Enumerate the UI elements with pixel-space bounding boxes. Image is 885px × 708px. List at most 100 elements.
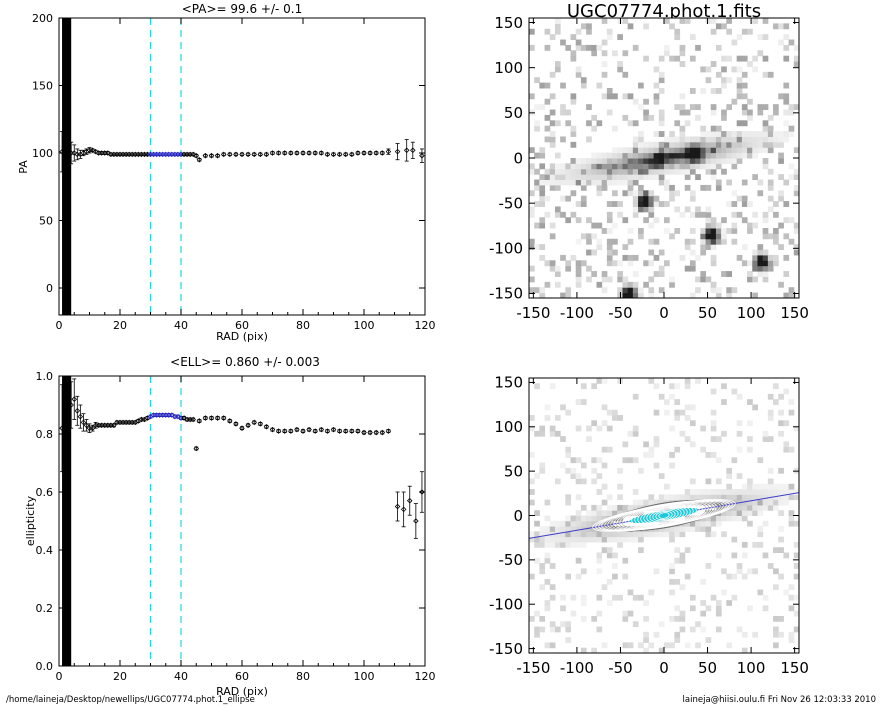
image-pixel [632, 504, 639, 511]
image-pixel [648, 114, 655, 121]
image-pixel [773, 626, 779, 633]
y-tick-label: 0.4 [36, 544, 54, 557]
image-pixel [747, 228, 753, 234]
image-pixel [601, 158, 608, 164]
image-pixel [731, 152, 738, 159]
image-pixel [596, 44, 603, 51]
image-pixel [762, 436, 769, 442]
image-pixel [726, 228, 732, 234]
image-pixel [788, 174, 795, 181]
image-pixel [534, 610, 540, 617]
image-pixel [632, 621, 639, 628]
image-pixel [570, 163, 577, 170]
image-pixel [783, 109, 790, 116]
image-pixel [669, 195, 675, 202]
image-pixel [715, 158, 722, 164]
image-pixel [736, 420, 743, 427]
image-pixel [710, 489, 717, 495]
image-pixel [726, 55, 732, 62]
image-pixel [762, 104, 769, 111]
footer-file-path: /home/laineja/Desktop/newellips/UGC07774… [6, 695, 255, 705]
image-pixel [679, 494, 686, 501]
image-pixel [721, 147, 727, 154]
image-pixel [793, 489, 799, 495]
image-pixel [788, 605, 795, 612]
image-pixel [632, 206, 639, 213]
image-pixel [612, 163, 618, 170]
image-pixel [606, 504, 613, 511]
image-pixel [570, 473, 577, 479]
image-pixel [544, 531, 551, 538]
image-pixel [565, 494, 572, 501]
image-pixel [695, 147, 701, 154]
x-tick-label: 20 [113, 319, 127, 332]
image-pixel [617, 260, 623, 267]
image-pixel [565, 536, 572, 543]
image-pixel [741, 71, 748, 78]
image-pixel [632, 254, 639, 261]
image-pixel [689, 228, 696, 234]
image-pixel [767, 168, 774, 175]
image-pixel [783, 420, 790, 427]
image-pixel [752, 260, 758, 267]
image-pixel [575, 557, 582, 564]
image-pixel [580, 462, 587, 469]
image-pixel [586, 23, 592, 30]
image-pixel [575, 281, 582, 288]
data-point [98, 150, 105, 156]
image-pixel [627, 23, 634, 30]
image-pixel [773, 584, 779, 591]
image-pixel [570, 541, 577, 548]
image-pixel [622, 179, 629, 186]
y-tick-label: 100 [494, 59, 523, 77]
image-pixel [612, 536, 618, 543]
image-pixel [601, 287, 608, 294]
image-pixel [570, 531, 577, 538]
data-point [233, 151, 239, 158]
image-pixel [653, 201, 660, 207]
image-pixel [710, 238, 717, 245]
image-pixel [788, 446, 795, 453]
image-pixel [700, 446, 707, 453]
image-pixel [674, 141, 681, 148]
image-pixel [534, 557, 540, 564]
image-pixel [627, 536, 634, 543]
image-pixel [736, 489, 743, 495]
x-tick-label: 0 [659, 304, 669, 322]
image-pixel [741, 120, 748, 127]
image-pixel [669, 131, 675, 137]
image-pixel [721, 494, 727, 501]
image-pixel [689, 420, 696, 427]
image-pixel [580, 520, 587, 527]
image-pixel [560, 211, 566, 218]
image-pixel [669, 184, 675, 191]
image-pixel [591, 510, 597, 516]
image-pixel [700, 136, 707, 143]
image-pixel [731, 66, 738, 73]
image-pixel [700, 489, 707, 495]
image-pixel [715, 504, 722, 511]
image-pixel [721, 238, 727, 245]
image-pixel [793, 244, 799, 251]
galaxy-image-panel: UGC07774.phot.1.fits -150 -100 -50 0 50 100 15… [489, 1, 809, 322]
image-pixel [596, 531, 603, 538]
image-pixel [747, 61, 753, 67]
image-pixel [689, 163, 696, 170]
image-pixel [596, 222, 603, 229]
image-pixel [767, 184, 774, 191]
data-point [193, 445, 200, 452]
data-point [111, 422, 117, 429]
image-pixel [596, 520, 603, 527]
image-pixel [705, 233, 712, 240]
image-pixel [721, 131, 727, 137]
data-point [330, 426, 337, 433]
image-pixel [783, 499, 790, 506]
image-pixel [788, 631, 795, 638]
image-pixel [570, 520, 577, 527]
image-pixel [648, 499, 655, 506]
image-pixel [591, 647, 597, 653]
image-pixel [565, 446, 572, 453]
image-pixel [627, 93, 634, 100]
data-point [300, 150, 306, 156]
image-pixel [529, 244, 535, 251]
